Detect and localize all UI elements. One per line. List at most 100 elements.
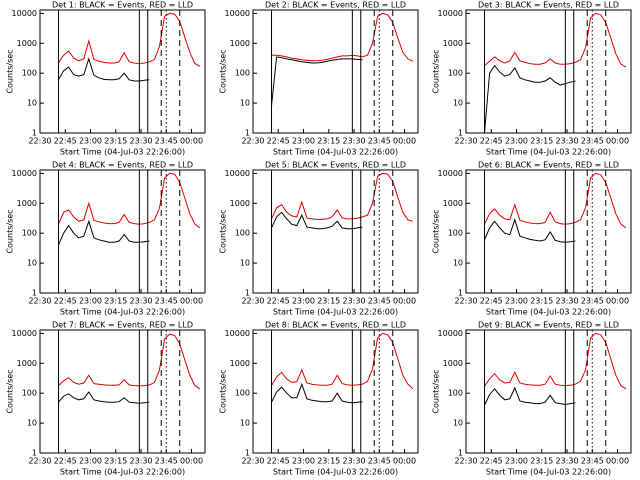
x-tick-label: 22:30 [454,297,477,306]
x-tick-label: 22:30 [241,137,264,146]
x-tick-label: 22:30 [28,297,51,306]
y-tick-label: 1 [458,129,463,138]
x-tick-label: 22:30 [28,457,51,466]
y-tick-label: 1000 [443,359,463,368]
x-tick-label: 23:45 [155,297,178,306]
panel: Det 9: BLACK = Events, RED = LLD Start Ti… [432,321,632,477]
x-tick-label: 23:15 [530,297,553,306]
series-line [58,391,150,404]
x-tick-label: 23:00 [292,457,315,466]
x-tick-label: 23:45 [155,137,178,146]
series-line [484,386,576,406]
series-line [484,172,627,229]
chart-title: Det 2: BLACK = Events, RED = LLD [265,1,406,10]
series-line [271,12,414,62]
x-tick-label: 22:30 [241,457,264,466]
x-tick-label: 22:45 [54,457,77,466]
y-axis-label: Counts/sec [219,209,228,253]
x-tick-label: 23:30 [555,457,578,466]
x-tick-label: 22:45 [54,297,77,306]
series-line [271,382,363,404]
x-tick-label: 23:00 [79,297,102,306]
series-line [58,219,150,246]
y-tick-label: 100 [22,389,37,398]
y-axis-label: Counts/sec [219,369,228,413]
x-axis-label: Start Time (04-Jul-03 22:26:00) [486,468,611,477]
series-line [271,56,363,107]
series-line [58,57,150,82]
x-tick-label: 23:00 [505,457,528,466]
x-tick-label: 23:45 [155,457,178,466]
x-tick-label: 00:00 [606,137,629,146]
series-line [484,12,627,68]
x-axis-label: Start Time (04-Jul-03 22:26:00) [486,148,611,157]
y-tick-label: 10000 [12,329,37,338]
y-tick-label: 1000 [17,39,37,48]
y-tick-label: 10000 [438,9,463,18]
y-tick-label: 10000 [225,329,250,338]
y-tick-label: 10 [240,419,250,428]
x-tick-label: 22:45 [480,457,503,466]
y-tick-label: 10 [240,99,250,108]
y-tick-label: 100 [235,389,250,398]
series-line [271,332,414,390]
x-tick-label: 23:15 [530,137,553,146]
y-axis-label: Counts/sec [6,209,15,253]
y-tick-label: 1 [32,449,37,458]
x-tick-label: 22:45 [267,297,290,306]
y-tick-label: 1 [32,289,37,298]
plot-frame [252,169,419,294]
x-tick-label: 23:30 [129,297,152,306]
y-tick-label: 1000 [230,39,250,48]
panel: Det 5: BLACK = Events, RED = LLD Start Ti… [219,161,419,317]
x-axis-label: Start Time (04-Jul-03 22:26:00) [60,308,185,317]
x-tick-label: 23:30 [342,137,365,146]
y-tick-label: 1000 [17,359,37,368]
chart-title: Det 9: BLACK = Events, RED = LLD [478,321,619,330]
y-tick-label: 100 [448,229,463,238]
x-tick-label: 00:00 [606,297,629,306]
y-tick-label: 10 [27,419,37,428]
panel: Det 4: BLACK = Events, RED = LLD Start Ti… [6,161,206,317]
y-tick-label: 10 [27,99,37,108]
plot-frame [252,329,419,454]
y-tick-label: 100 [235,69,250,78]
x-axis-label: Start Time (04-Jul-03 22:26:00) [60,148,185,157]
plot-frame [39,169,206,294]
y-tick-label: 1 [32,129,37,138]
x-tick-label: 00:00 [393,457,416,466]
x-tick-label: 23:15 [317,457,340,466]
chart-title: Det 8: BLACK = Events, RED = LLD [265,321,406,330]
x-tick-label: 23:15 [317,137,340,146]
y-tick-label: 1 [245,449,250,458]
panel: Det 7: BLACK = Events, RED = LLD Start Ti… [6,321,206,477]
x-tick-label: 22:30 [454,137,477,146]
x-tick-label: 23:30 [342,297,365,306]
x-tick-label: 23:00 [505,137,528,146]
plot-frame [252,9,419,134]
y-tick-label: 1000 [17,199,37,208]
x-axis-label: Start Time (04-Jul-03 22:26:00) [60,468,185,477]
x-tick-label: 23:45 [581,137,604,146]
x-tick-label: 22:30 [28,137,51,146]
x-tick-label: 23:30 [342,457,365,466]
x-tick-label: 00:00 [606,457,629,466]
plot-frame [465,329,632,454]
x-tick-label: 23:30 [129,137,152,146]
y-axis-label: Counts/sec [432,49,441,93]
y-tick-label: 10 [453,99,463,108]
x-tick-label: 22:30 [454,457,477,466]
y-axis-label: Counts/sec [6,369,15,413]
x-tick-label: 22:45 [480,297,503,306]
plot-frame [465,169,632,294]
x-tick-label: 23:00 [292,137,315,146]
y-tick-label: 1000 [443,199,463,208]
x-tick-label: 23:15 [104,137,127,146]
x-tick-label: 22:45 [480,137,503,146]
chart-title: Det 1: BLACK = Events, RED = LLD [52,1,193,10]
chart-title: Det 5: BLACK = Events, RED = LLD [265,161,406,170]
x-tick-label: 23:45 [368,137,391,146]
series-line [58,12,201,67]
